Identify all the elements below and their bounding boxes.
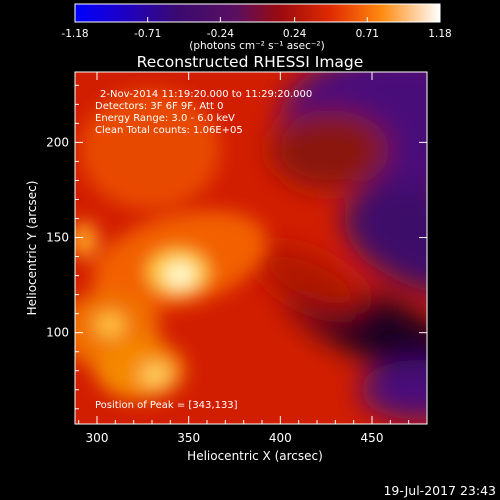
x-axis-label: Heliocentric X (arcsec) [187,449,323,463]
colorbar-tick-label-3: 0.24 [283,28,307,40]
colorbar-tick-label-2: -0.24 [207,28,234,40]
y-tick-label-1: 150 [46,231,69,245]
info-block: 2-Nov-2014 11:19:20.000 to 11:29:20.000D… [95,89,312,136]
plot-frame [74,71,428,425]
colorbar-ticks: -1.18 -0.71 -0.24 0.24 0.71 1.18 [61,17,452,40]
y-tick-label-2: 200 [46,135,69,149]
info-line-0: 2-Nov-2014 11:19:20.000 to 11:29:20.000 [100,89,312,100]
axis-ticks: 300 350 400 450 100 150 200 [46,72,428,445]
colorbar-unit-label: (photons cm⁻² s⁻¹ asec⁻²) [189,40,324,52]
x-tick-label-0: 300 [86,431,109,445]
colorbar-tick-label-4: 0.71 [356,28,379,40]
chart-title: Reconstructed RHESSI Image [137,53,364,71]
peak-label: Position of Peak = [343,133] [95,400,238,411]
info-line-1: Detectors: 3F 6F 9F, Att 0 [95,101,223,112]
colorbar-tick-label-5: 1.18 [428,28,451,40]
info-line-2: Energy Range: 3.0 - 6.0 keV [95,113,235,124]
heatmap-image [75,72,427,424]
colorbar-tick-label-0: -1.18 [61,28,88,40]
colorbar [74,3,441,23]
info-line-3: Clean Total counts: 1.06E+05 [95,125,243,136]
x-tick-label-1: 350 [177,431,200,445]
y-tick-label-0: 100 [46,326,69,340]
colorbar-tick-label-1: -0.71 [134,28,161,40]
timestamp: 19-Jul-2017 23:43 [383,483,496,498]
y-axis-label: Heliocentric Y (arcsec) [25,181,39,316]
x-tick-label-3: 450 [361,431,384,445]
x-tick-label-2: 400 [269,431,292,445]
